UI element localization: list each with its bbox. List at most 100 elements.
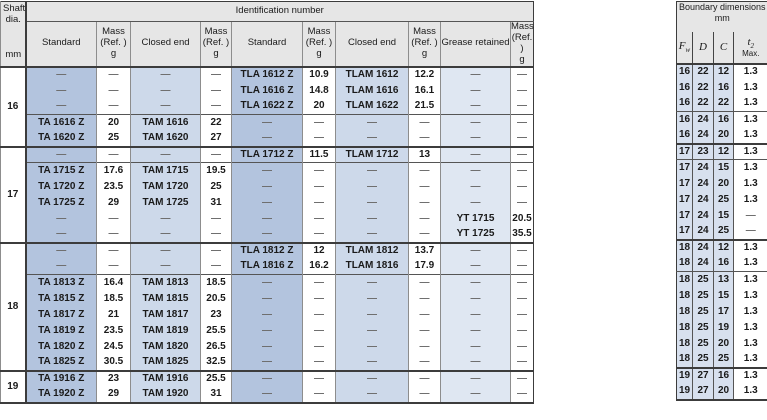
- empty-cell: —: [408, 114, 441, 131]
- empty-cell: —: [231, 178, 303, 195]
- empty-cell: —: [302, 194, 336, 211]
- part-number-cell: TA 1817 Z: [25, 306, 97, 323]
- dimension-cell: 24: [692, 127, 714, 144]
- col-header-closed-end-2: Closed end: [335, 21, 409, 68]
- empty-cell: —: [509, 369, 534, 387]
- empty-cell: —: [130, 98, 201, 115]
- empty-cell: —: [231, 290, 303, 307]
- empty-cell: —: [25, 258, 97, 275]
- empty-cell: —: [130, 145, 201, 163]
- empty-cell: —: [96, 82, 131, 99]
- part-number-cell: TA 1616 Z: [25, 114, 97, 131]
- mass-cell: 16.4: [96, 274, 131, 291]
- empty-cell: —: [509, 258, 534, 275]
- table-row: — — — — TLA 1616 Z 14.8 TLAM 1616 16.1— —: [1, 82, 534, 99]
- dimension-cell: 27: [692, 366, 714, 384]
- empty-cell: —: [200, 226, 232, 243]
- empty-cell: —: [200, 98, 232, 115]
- part-number-cell: TAM 1720: [130, 178, 201, 195]
- col-header-standard-1: Standard: [25, 21, 97, 68]
- table-row: TA 1725 Z 29 TAM 1725 31— — — — — —: [1, 194, 534, 211]
- part-number-cell: TAM 1920: [130, 386, 201, 403]
- mass-cell: 31: [200, 386, 232, 403]
- boundary-table-row: 17 24 25 1.3: [676, 191, 767, 208]
- empty-cell: —: [408, 178, 441, 195]
- dimension-cell: 1.3: [733, 79, 767, 96]
- table-row: TA 1616 Z 20 TAM 1616 22— — — — — —: [1, 114, 534, 131]
- mass-cell: 23.5: [96, 322, 131, 339]
- dimension-cell: 25: [713, 191, 734, 208]
- table-row: 17— — — — TLA 1712 Z 11.5 TLAM 1712 13— —: [0, 145, 534, 243]
- dimension-cell: 25: [692, 271, 714, 288]
- empty-cell: —: [509, 98, 534, 115]
- empty-cell: —: [96, 226, 131, 243]
- empty-cell: —: [440, 98, 511, 115]
- empty-cell: —: [335, 369, 409, 387]
- boundary-table-row: 17 23 12 1.3: [676, 142, 767, 160]
- mass-cell: 21: [96, 306, 131, 323]
- boundary-table-row: 18 25 13 1.3: [676, 271, 767, 288]
- dimension-cell: 12: [713, 238, 734, 256]
- dimension-cell: 1.3: [733, 335, 767, 352]
- col-header-mass-3: Mass (Ref. ) g: [302, 21, 336, 68]
- empty-cell: —: [25, 98, 97, 115]
- mass-cell: 26.5: [200, 338, 232, 355]
- boundary-header-row-top: Boundary dimensions mm: [676, 1, 767, 32]
- empty-cell: —: [335, 290, 409, 307]
- table-row: — — — — TLA 1622 Z 20 TLAM 1622 21.5— —: [1, 98, 534, 115]
- part-number-cell: TAM 1817: [130, 306, 201, 323]
- col-header-t2-max: t2 Max.: [733, 31, 767, 65]
- dimension-cell: 1.3: [733, 159, 767, 176]
- empty-cell: —: [231, 114, 303, 131]
- table-row: 18— — — — TLA 1812 Z 12 TLAM 1812 13.7— —: [0, 241, 534, 371]
- boundary-table-row: 16 24 16 1.3: [676, 111, 767, 128]
- dimension-cell: 15: [713, 207, 734, 224]
- mass-cell: 31: [200, 194, 232, 211]
- mass-cell: 23.5: [96, 178, 131, 195]
- part-number-cell: TAM 1916: [130, 369, 201, 387]
- empty-cell: —: [509, 194, 534, 211]
- boundary-table-row: 18 24 16 1.3: [676, 255, 767, 272]
- identification-table-body: 16— — — — TLA 1612 Z 10.9 TLAM 1612 12.2— — — — — — T…: [0, 66, 534, 403]
- empty-cell: —: [302, 369, 336, 387]
- empty-cell: —: [733, 223, 767, 240]
- dimension-cell: 17: [676, 175, 693, 192]
- empty-cell: —: [408, 369, 441, 387]
- dimension-cell: 24: [692, 175, 714, 192]
- empty-cell: —: [440, 241, 511, 259]
- part-number-cell: TLA 1612 Z: [231, 66, 303, 83]
- mass-cell: 25.5: [200, 322, 232, 339]
- dimension-cell: 1.3: [733, 111, 767, 128]
- empty-cell: —: [25, 66, 97, 83]
- part-number-cell: TAM 1815: [130, 290, 201, 307]
- part-number-cell: TLA 1616 Z: [231, 82, 303, 99]
- mass-cell: 13.7: [408, 241, 441, 259]
- empty-cell: —: [509, 145, 534, 163]
- identification-number-header: Identification number: [24, 1, 534, 22]
- col-header-closed-end-1: Closed end: [130, 21, 201, 68]
- part-number-cell: TLAM 1622: [335, 98, 409, 115]
- empty-cell: —: [408, 322, 441, 339]
- dimension-cell: 12: [713, 142, 734, 160]
- empty-cell: —: [200, 66, 232, 83]
- empty-cell: —: [200, 82, 232, 99]
- empty-cell: —: [440, 274, 511, 291]
- part-number-cell: TA 1819 Z: [25, 322, 97, 339]
- dimension-cell: 15: [713, 287, 734, 304]
- empty-cell: —: [25, 241, 97, 259]
- dimension-cell: 22: [692, 63, 714, 80]
- dimension-cell: 18: [676, 255, 693, 272]
- empty-cell: —: [440, 66, 511, 83]
- dimension-cell: 1.3: [733, 303, 767, 320]
- part-number-cell: TLA 1712 Z: [231, 145, 303, 163]
- empty-cell: —: [25, 145, 97, 163]
- mass-cell: 17.9: [408, 258, 441, 275]
- boundary-table-body: 16 22 12 1.3 16 22 16 1.3 16 22 22 1.3 16 24 16 1.3 16 24…: [676, 63, 767, 400]
- empty-cell: —: [231, 210, 303, 227]
- empty-cell: —: [335, 322, 409, 339]
- dimension-cell: 16: [676, 79, 693, 96]
- table-row: TA 1817 Z 21 TAM 1817 23— — — — — —: [1, 306, 534, 323]
- table-row: — — — — — — — — YT 1715 20.5: [1, 210, 534, 227]
- identification-table: Shaft dia. mm Identification number Stan…: [0, 1, 535, 404]
